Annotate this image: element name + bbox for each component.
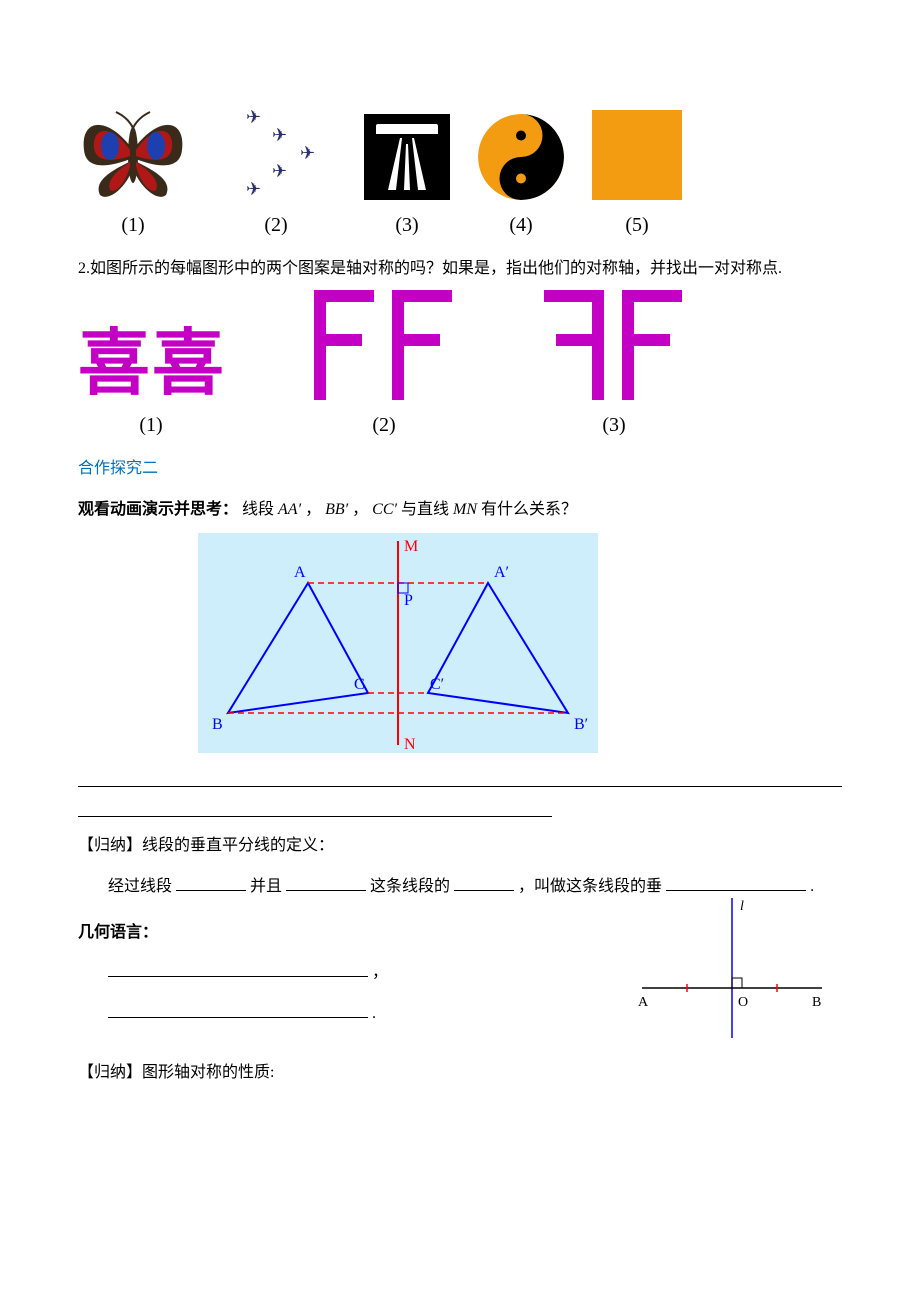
fig-1-label: (1) bbox=[121, 206, 144, 244]
ff-mirror-icon bbox=[544, 290, 684, 400]
fig2-3-label: (3) bbox=[602, 406, 625, 444]
section-2-prompt: 观看动画演示并思考： 线段 AA′ ， BB′ ， CC′ 与直线 MN 有什么… bbox=[78, 495, 842, 525]
answer-line-1[interactable] bbox=[78, 763, 842, 787]
svg-text:C′: C′ bbox=[430, 676, 444, 693]
svg-text:O: O bbox=[738, 995, 748, 1010]
fill-text: . bbox=[810, 878, 814, 895]
question-2-text: 2.如图所示的每幅图形中的两个图案是轴对称的吗？如果是，指出他们的对称轴，并找出… bbox=[78, 254, 842, 284]
svg-text:M: M bbox=[404, 538, 418, 555]
svg-text:B′: B′ bbox=[574, 716, 588, 733]
induction-2-heading: 【归纳】图形轴对称的性质: bbox=[78, 1058, 842, 1088]
blank-input[interactable] bbox=[286, 875, 366, 891]
fig-4-label: (4) bbox=[509, 206, 532, 244]
fig-3-highway: (3) bbox=[364, 114, 450, 244]
double-xi-icon: 喜 喜 bbox=[78, 328, 224, 400]
xi-char: 喜 bbox=[152, 328, 224, 400]
svg-text:l: l bbox=[740, 899, 744, 914]
seg-bb: BB′ bbox=[325, 501, 348, 518]
fig-1-butterfly: (1) bbox=[78, 110, 188, 244]
fig-4-yinyang: (4) bbox=[478, 114, 564, 244]
blank-input[interactable] bbox=[454, 875, 514, 891]
prompt-bold: 观看动画演示并思考： bbox=[78, 501, 238, 518]
fill-text: 经过线段 bbox=[108, 878, 172, 895]
seg-cc: CC′ bbox=[372, 501, 397, 518]
ff-same-icon bbox=[314, 290, 454, 400]
fig2-1-label: (1) bbox=[139, 406, 162, 444]
prompt-text: 有什么关系？ bbox=[481, 501, 577, 518]
fig-5-label: (5) bbox=[625, 206, 648, 244]
svg-text:N: N bbox=[404, 736, 416, 753]
sep: ， bbox=[305, 501, 321, 518]
fill-text: ，叫做这条线段的垂 bbox=[518, 878, 662, 895]
blank-input[interactable] bbox=[108, 1002, 368, 1018]
arrows-icon: ✈ ✈ ✈ ✈ ✈ bbox=[216, 100, 336, 200]
fig-2-arrows: ✈ ✈ ✈ ✈ ✈ (2) bbox=[216, 100, 336, 244]
svg-text:P: P bbox=[404, 592, 413, 609]
svg-text:B: B bbox=[212, 716, 223, 733]
fig-2-label: (2) bbox=[264, 206, 287, 244]
svg-text:B: B bbox=[812, 995, 821, 1010]
fill-text: 这条线段的 bbox=[370, 878, 450, 895]
perp-bisector-diagram: l A O B bbox=[612, 898, 842, 1038]
blank-input[interactable] bbox=[666, 875, 806, 891]
svg-text:C: C bbox=[354, 676, 365, 693]
fill-text: 并且 bbox=[250, 878, 282, 895]
arrow-icon: ✈ bbox=[272, 118, 287, 152]
svg-text:A: A bbox=[638, 995, 649, 1010]
svg-text:A: A bbox=[294, 564, 306, 581]
figure-row-2: 喜 喜 (1) (2) (3) bbox=[78, 290, 842, 444]
butterfly-icon bbox=[78, 110, 188, 200]
svg-text:A′: A′ bbox=[494, 564, 509, 581]
highway-icon bbox=[364, 114, 450, 200]
blank-input[interactable] bbox=[176, 875, 246, 891]
blank-input[interactable] bbox=[108, 961, 368, 977]
fig2-1-xi: 喜 喜 (1) bbox=[78, 328, 224, 444]
square-icon bbox=[592, 110, 682, 200]
induction-1-heading: 【归纳】线段的垂直平分线的定义： bbox=[78, 831, 842, 861]
arrow-icon: ✈ bbox=[272, 154, 287, 188]
figure-row-1: (1) ✈ ✈ ✈ ✈ ✈ (2) (3) bbox=[78, 100, 842, 244]
prompt-text: 与直线 bbox=[401, 501, 453, 518]
answer-line-2[interactable] bbox=[78, 793, 552, 817]
line-end: ， bbox=[372, 964, 388, 981]
geometry-diagram: M N P A A′ B B′ C C′ bbox=[198, 533, 598, 753]
fig2-2-ff: (2) bbox=[314, 290, 454, 444]
sep: ， bbox=[352, 501, 368, 518]
yinyang-icon bbox=[478, 114, 564, 200]
seg-aa: AA′ bbox=[278, 501, 301, 518]
arrow-icon: ✈ bbox=[300, 136, 315, 170]
fig2-2-label: (2) bbox=[372, 406, 395, 444]
fig2-3-ff-mirror: (3) bbox=[544, 290, 684, 444]
seg-mn: MN bbox=[453, 501, 477, 518]
xi-char: 喜 bbox=[78, 328, 150, 400]
arrow-icon: ✈ bbox=[246, 100, 261, 134]
prompt-text: 线段 bbox=[242, 501, 278, 518]
fig-5-square: (5) bbox=[592, 110, 682, 244]
arrow-icon: ✈ bbox=[246, 172, 261, 206]
line-end: . bbox=[372, 1005, 376, 1022]
section-2-title: 合作探究二 bbox=[78, 454, 842, 484]
fig-3-label: (3) bbox=[395, 206, 418, 244]
